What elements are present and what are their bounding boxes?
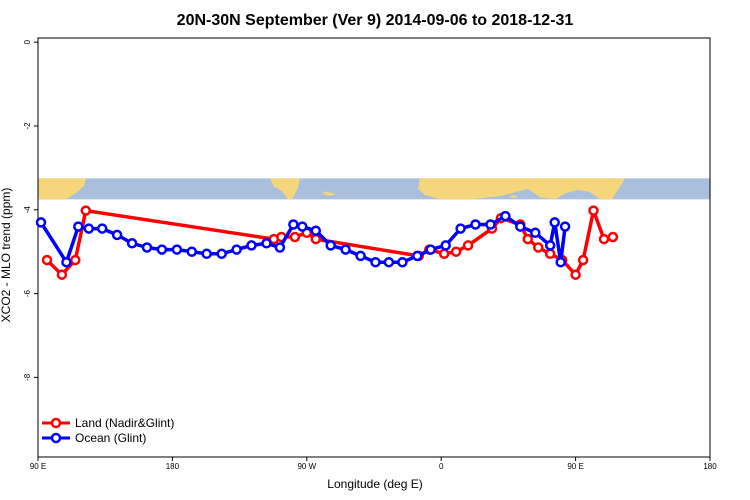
- data-point-ocean: [73, 221, 84, 232]
- map-land-1: [270, 178, 300, 200]
- data-point-ocean: [544, 240, 556, 251]
- data-point-ocean: [559, 221, 571, 232]
- data-point-ocean: [141, 242, 153, 253]
- y-tick-label: -6: [23, 289, 32, 297]
- data-point-land: [450, 246, 462, 257]
- map-land-4: [509, 195, 518, 199]
- data-point-ocean: [126, 238, 138, 249]
- data-point-ocean: [231, 244, 242, 255]
- data-point-land: [522, 233, 534, 245]
- data-point-ocean: [216, 248, 227, 260]
- legend: Land (Nadir&Glint) Ocean (Glint): [42, 416, 174, 445]
- data-point-ocean: [111, 229, 123, 241]
- data-point-ocean: [530, 227, 541, 239]
- data-point-land: [80, 205, 92, 216]
- y-tick-label: -2: [23, 122, 32, 130]
- data-point-land: [588, 205, 599, 216]
- x-tick-label: 180: [166, 462, 180, 471]
- data-point-ocean: [35, 217, 47, 228]
- data-point-land: [289, 231, 301, 243]
- y-axis: 0 -2 -4 -6 -8: [23, 39, 38, 381]
- data-point-land: [577, 254, 589, 266]
- x-axis: 90 E 180 90 W 0 90 E 180: [30, 457, 717, 471]
- world-map-band: [38, 178, 710, 200]
- data-point-ocean: [288, 219, 299, 230]
- data-point-ocean: [83, 223, 95, 234]
- data-point-land: [310, 233, 322, 245]
- data-point-ocean: [549, 217, 560, 228]
- legend-marker-ocean: [50, 432, 62, 444]
- data-point-ocean: [470, 219, 481, 230]
- series-layer: [35, 205, 619, 280]
- legend-label-land: Land (Nadir&Glint): [75, 416, 174, 430]
- x-tick-label: 0: [439, 462, 444, 471]
- y-tick-label: -4: [23, 206, 32, 214]
- x-tick-label: 90 W: [297, 462, 316, 471]
- y-tick-label: 0: [23, 39, 32, 44]
- data-point-ocean: [500, 210, 511, 222]
- data-point-ocean: [297, 221, 308, 232]
- data-point-land: [607, 231, 619, 243]
- data-point-land: [462, 240, 474, 251]
- data-point-land: [56, 269, 68, 280]
- map-land-0: [38, 178, 86, 200]
- data-point-ocean: [383, 256, 395, 268]
- y-tick-label: -8: [23, 373, 32, 381]
- data-point-ocean: [412, 250, 423, 262]
- data-point-ocean: [355, 250, 366, 262]
- data-point-land: [438, 248, 450, 260]
- map-land-2: [418, 178, 625, 200]
- data-point-ocean: [440, 240, 451, 251]
- data-point-land: [544, 248, 556, 260]
- plot-frame: [37, 37, 711, 458]
- data-point-land: [533, 242, 544, 253]
- data-point-ocean: [156, 244, 168, 255]
- data-point-land: [41, 254, 53, 266]
- data-point-land: [70, 254, 81, 266]
- chart-title: 20N-30N September (Ver 9) 2014-09-06 to …: [177, 12, 574, 29]
- data-point-ocean: [261, 238, 272, 249]
- data-point-ocean: [515, 221, 526, 232]
- data-point-ocean: [246, 240, 257, 251]
- y-axis-label: XCO2 - MLO trend (ppm): [0, 188, 13, 323]
- x-tick-label: 90 E: [30, 462, 46, 471]
- data-point-ocean: [555, 256, 566, 268]
- data-point-land: [570, 269, 581, 280]
- data-point-ocean: [340, 244, 351, 255]
- data-point-land: [598, 233, 610, 245]
- data-point-ocean: [201, 248, 212, 260]
- data-point-ocean: [171, 244, 183, 255]
- data-point-ocean: [96, 223, 108, 234]
- data-point-ocean: [274, 242, 286, 253]
- data-point-ocean: [425, 244, 436, 255]
- data-point-ocean: [370, 256, 381, 268]
- data-point-ocean: [397, 256, 408, 268]
- x-tick-label: 90 E: [567, 462, 583, 471]
- data-point-ocean: [455, 223, 466, 234]
- data-point-ocean: [310, 225, 322, 236]
- legend-label-ocean: Ocean (Glint): [75, 431, 146, 445]
- x-axis-label: Longitude (deg E): [327, 477, 422, 491]
- data-point-ocean: [325, 240, 336, 251]
- legend-marker-land: [50, 417, 62, 429]
- data-point-ocean: [186, 246, 198, 257]
- x-tick-label: 180: [703, 462, 717, 471]
- map-land-3: [322, 191, 336, 196]
- data-point-ocean: [485, 219, 496, 230]
- data-point-ocean: [61, 256, 72, 268]
